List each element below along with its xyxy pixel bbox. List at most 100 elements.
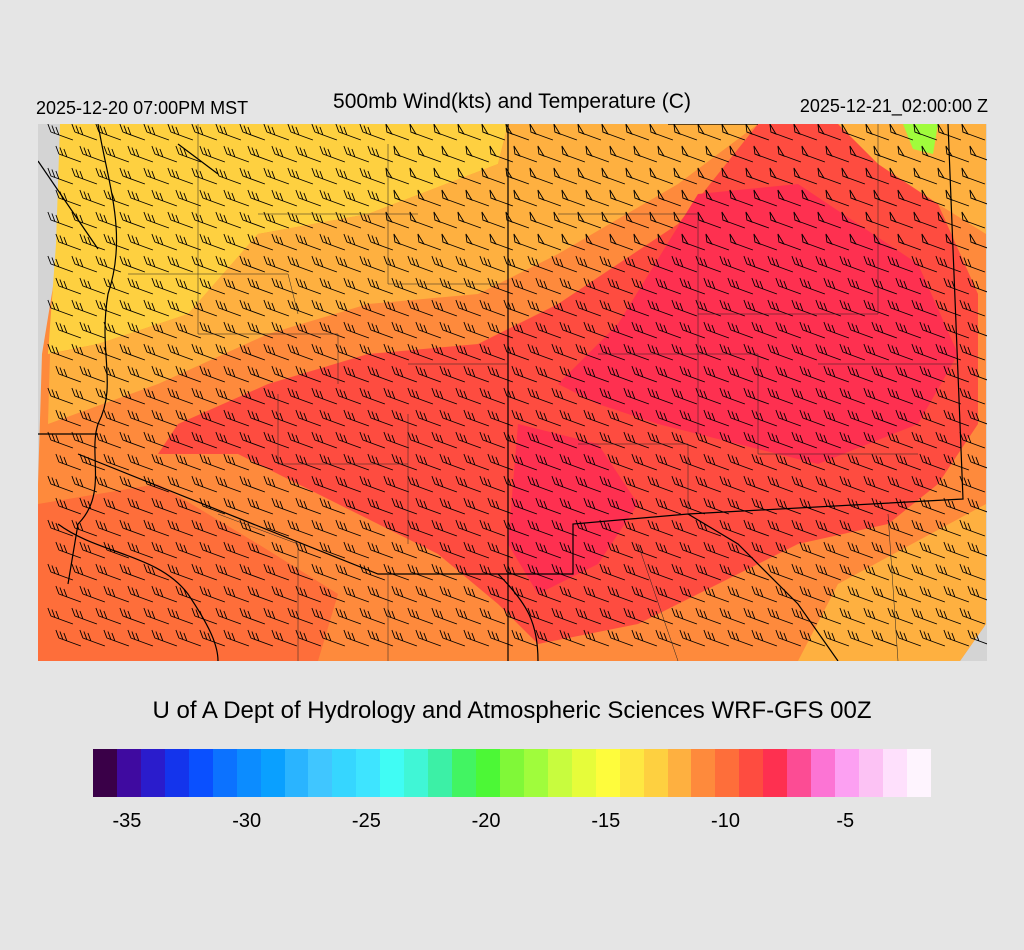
wind-barb bbox=[511, 453, 538, 471]
wind-barb bbox=[239, 519, 266, 537]
wind-barb bbox=[801, 189, 826, 207]
wind-barb bbox=[287, 563, 314, 581]
wind-barb bbox=[295, 541, 322, 559]
wind-barb bbox=[631, 453, 658, 471]
wind-barb bbox=[271, 145, 298, 163]
wind-barb bbox=[191, 343, 218, 361]
wind-barb bbox=[143, 387, 170, 405]
wind-barb bbox=[457, 124, 482, 141]
wind-barb bbox=[719, 387, 746, 405]
wind-barb bbox=[817, 167, 842, 185]
wind-barb bbox=[727, 497, 754, 515]
wind-barb bbox=[343, 365, 370, 383]
wind-barb bbox=[703, 629, 730, 647]
wind-barb bbox=[247, 585, 274, 603]
wind-barb bbox=[367, 409, 394, 427]
wind-barb bbox=[511, 541, 538, 559]
wind-barb bbox=[695, 343, 722, 361]
wind-barb bbox=[655, 409, 682, 427]
wind-barb bbox=[239, 167, 266, 185]
wind-barb bbox=[287, 475, 314, 493]
wind-barb bbox=[367, 541, 394, 559]
wind-barb bbox=[695, 431, 722, 449]
wind-barb bbox=[119, 475, 146, 493]
wind-barb bbox=[535, 409, 562, 427]
wind-barb bbox=[143, 343, 170, 361]
wind-barb bbox=[431, 607, 458, 625]
wind-barb bbox=[727, 453, 754, 471]
wind-barb bbox=[535, 497, 562, 515]
wind-barb bbox=[753, 233, 778, 251]
wind-barb bbox=[697, 211, 722, 229]
wind-barb bbox=[697, 167, 722, 185]
wind-barb bbox=[729, 189, 754, 207]
colorbar-swatch bbox=[140, 749, 165, 797]
wind-barb bbox=[513, 233, 538, 251]
wind-barb bbox=[599, 299, 626, 317]
wind-barb bbox=[511, 365, 538, 383]
wind-barb bbox=[463, 409, 490, 427]
wind-barb bbox=[463, 453, 490, 471]
wind-barb bbox=[465, 189, 490, 207]
wind-barb bbox=[825, 145, 850, 163]
colorbar-swatch bbox=[188, 749, 213, 797]
wind-barb bbox=[601, 211, 626, 229]
wind-barb bbox=[503, 387, 530, 405]
wind-barb bbox=[599, 475, 626, 493]
wind-barb bbox=[607, 453, 634, 471]
wind-barb bbox=[703, 497, 730, 515]
wind-barb bbox=[967, 409, 987, 425]
wind-barb bbox=[463, 321, 490, 339]
wind-barb bbox=[863, 607, 890, 625]
wind-barb bbox=[841, 124, 866, 141]
colorbar-swatch bbox=[93, 749, 117, 797]
wind-barb bbox=[191, 387, 218, 405]
wind-barb bbox=[943, 453, 970, 471]
colorbar-tick-label: -15 bbox=[591, 810, 621, 832]
wind-barb bbox=[799, 453, 826, 471]
wind-barb bbox=[359, 519, 386, 537]
wind-barb bbox=[799, 541, 826, 559]
wind-barb bbox=[863, 343, 890, 361]
county-line bbox=[128, 273, 299, 315]
wind-barb bbox=[223, 497, 250, 515]
wind-barb bbox=[887, 431, 914, 449]
wind-barb bbox=[503, 431, 530, 449]
wind-barb bbox=[919, 629, 946, 647]
wind-barb bbox=[367, 453, 394, 471]
wind-barb bbox=[631, 585, 658, 603]
wind-barb bbox=[407, 431, 434, 449]
wind-barb bbox=[487, 453, 514, 471]
wind-barb bbox=[287, 255, 314, 273]
colorbar-swatch bbox=[356, 749, 381, 797]
wind-barb bbox=[967, 497, 987, 513]
wind-barb bbox=[887, 255, 914, 273]
wind-barb bbox=[439, 541, 466, 559]
wind-barb bbox=[175, 585, 202, 603]
wind-barb bbox=[871, 321, 898, 339]
wind-barb bbox=[513, 189, 538, 207]
wind-barb bbox=[535, 321, 562, 339]
wind-barb bbox=[823, 409, 850, 427]
colorbar-swatch bbox=[212, 749, 237, 797]
wind-barb bbox=[583, 409, 610, 427]
wind-barb bbox=[415, 409, 442, 427]
wind-barb bbox=[679, 585, 706, 603]
wind-barb bbox=[263, 607, 290, 625]
wind-barb bbox=[319, 585, 346, 603]
wind-barb bbox=[839, 519, 866, 537]
wind-barb bbox=[791, 299, 818, 317]
wind-barb bbox=[199, 453, 226, 471]
wind-barb bbox=[719, 607, 746, 625]
wind-barb bbox=[847, 541, 874, 559]
wind-barb bbox=[55, 629, 82, 647]
wind-barb bbox=[391, 453, 418, 471]
colorbar-tick-label: -5 bbox=[836, 810, 855, 832]
wind-barb bbox=[359, 431, 386, 449]
wind-barb bbox=[849, 189, 874, 207]
wind-barb bbox=[433, 167, 458, 185]
wind-barb bbox=[199, 233, 226, 251]
wind-barb bbox=[583, 541, 610, 559]
wind-barb bbox=[223, 453, 250, 471]
wind-barb bbox=[343, 189, 370, 207]
